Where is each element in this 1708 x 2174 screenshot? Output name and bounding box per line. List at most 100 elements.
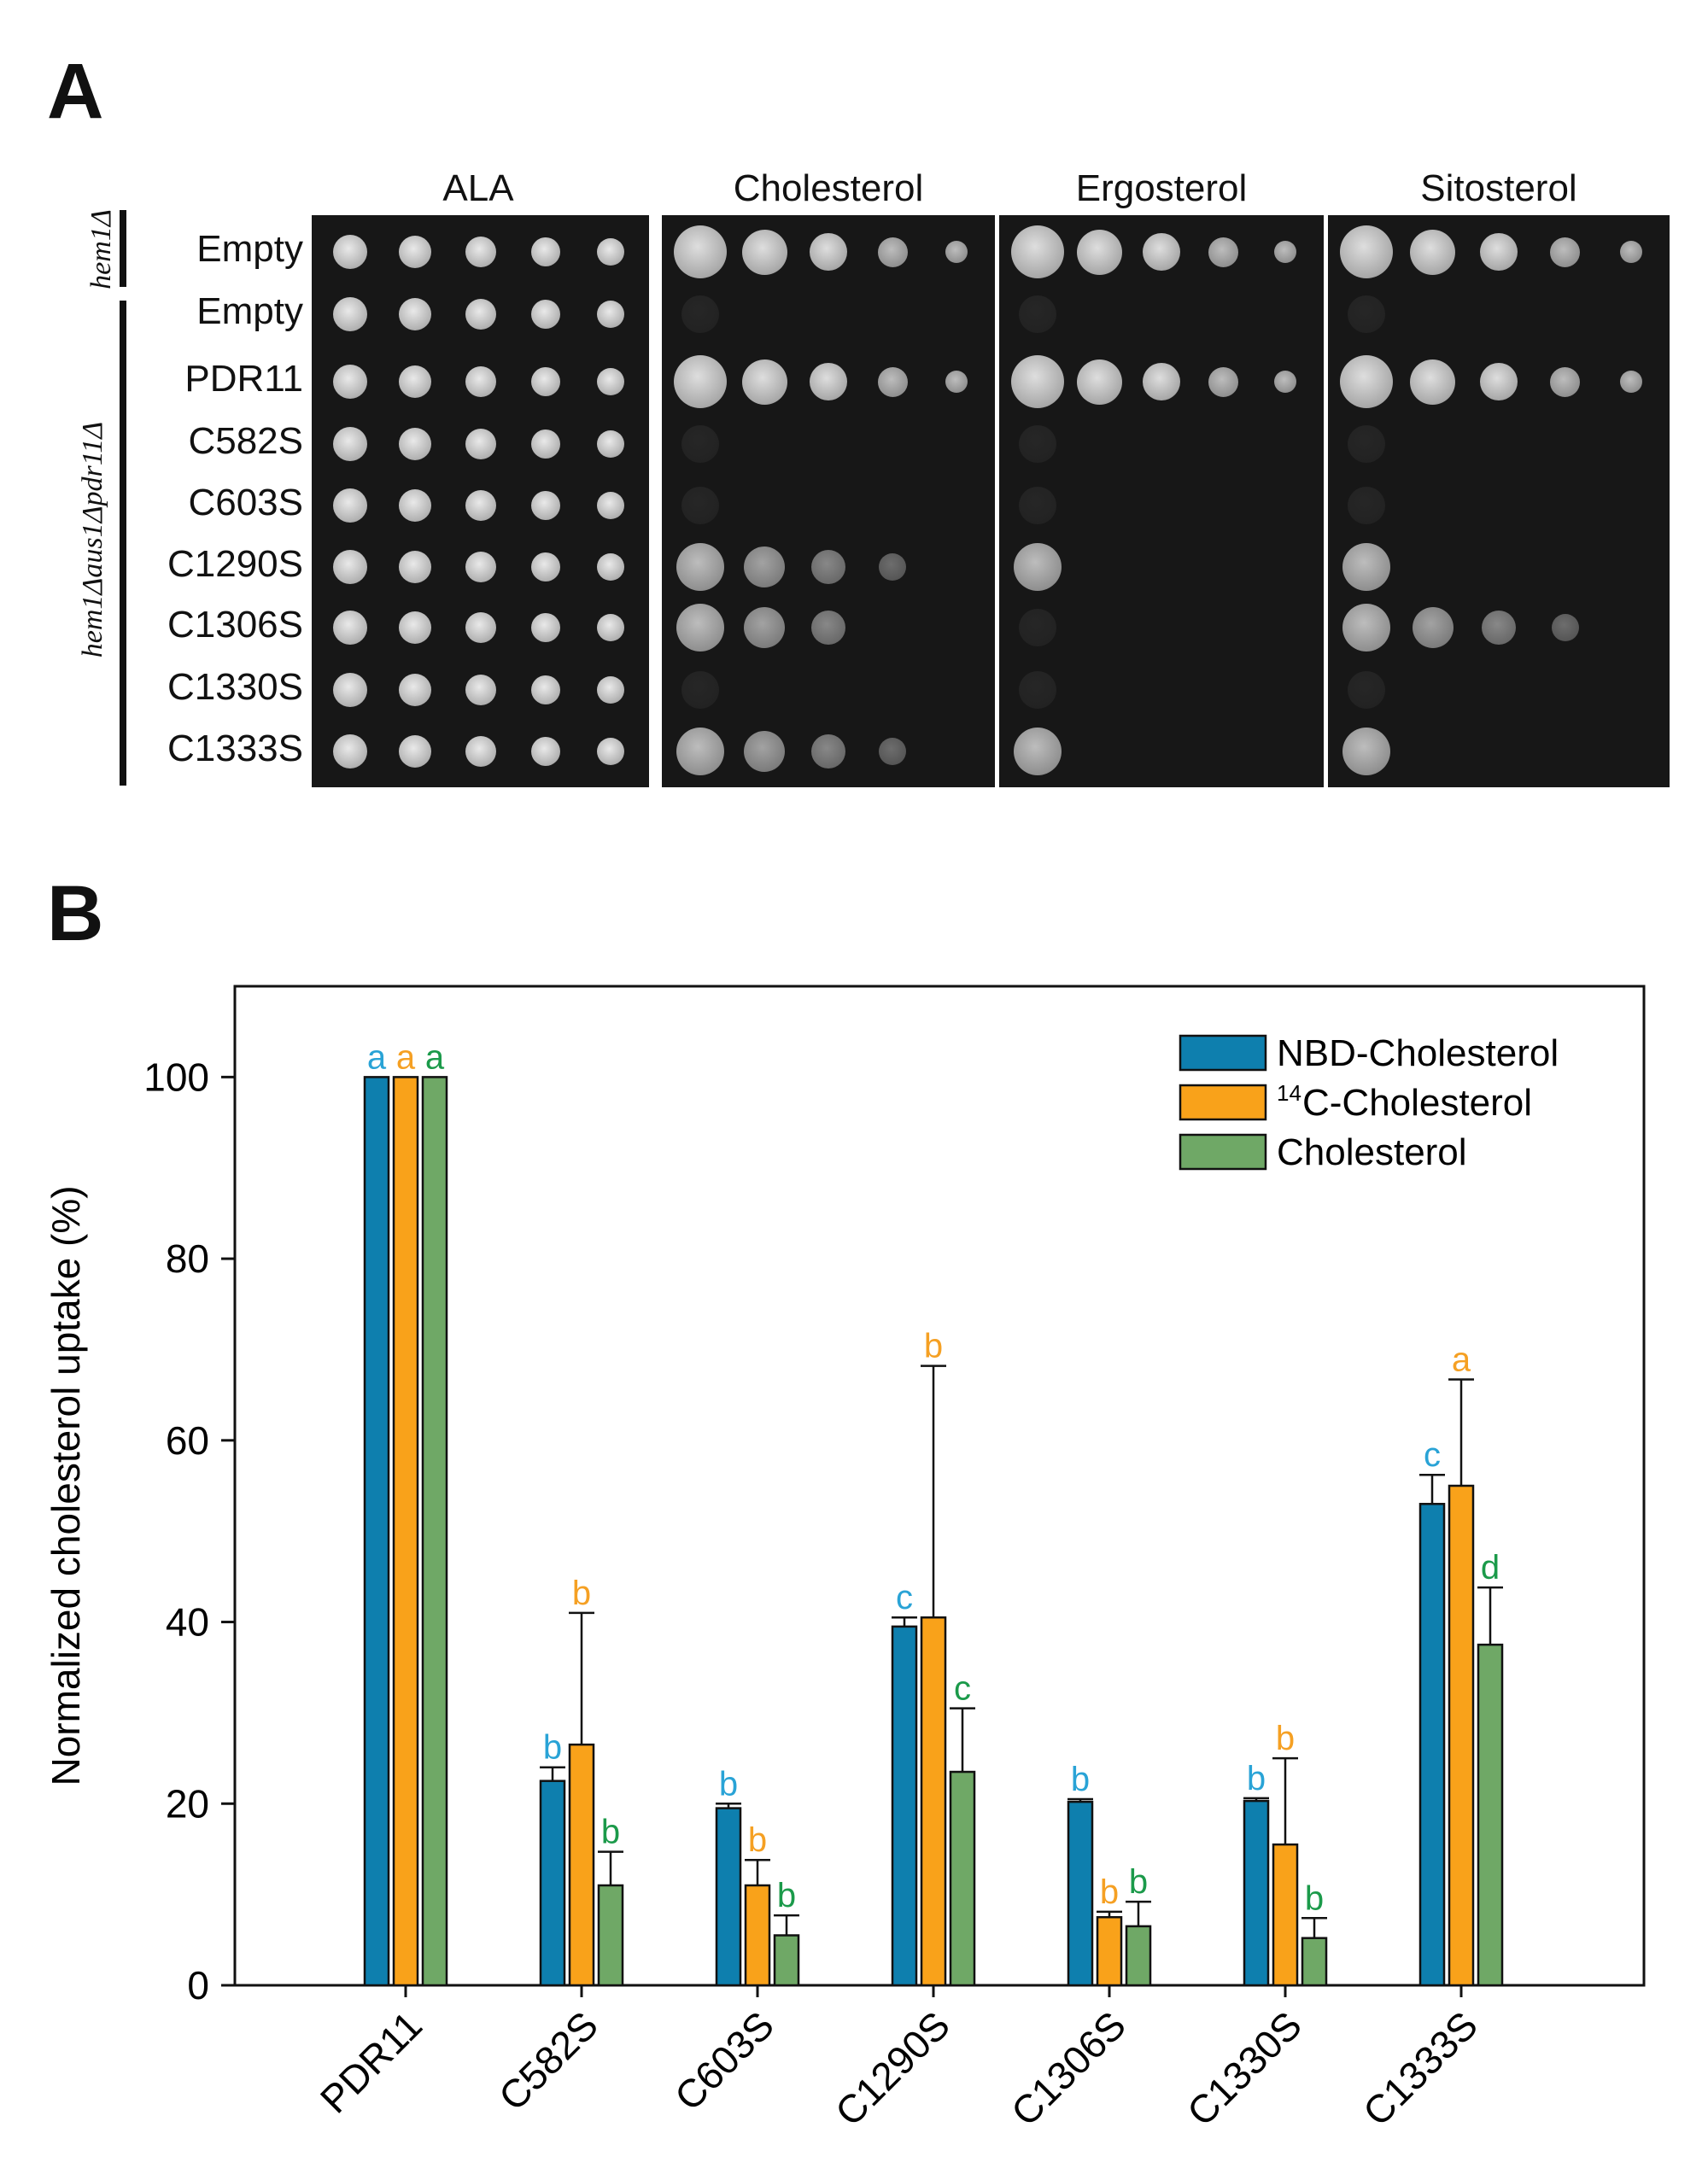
x-tick-label: C1290S [827, 2002, 958, 2134]
legend-label: Cholesterol [1277, 1131, 1467, 1173]
yeast-spot [744, 731, 785, 772]
yeast-spot [681, 487, 719, 524]
bar-nbd-cholesterol [1243, 1799, 1270, 1987]
yeast-spot [1143, 233, 1180, 271]
yeast-spot [676, 604, 724, 652]
yeast-spot [1410, 229, 1455, 275]
yeast-spot [1620, 241, 1642, 263]
yeast-spot [1348, 671, 1385, 709]
yeast-spot [465, 237, 496, 267]
strain-label: Empty [196, 290, 303, 332]
x-tick-label: C1306S [1003, 2002, 1134, 2134]
significance-letter: a [1452, 1341, 1471, 1379]
yeast-spot [530, 367, 560, 396]
bar-cholesterol [949, 1770, 976, 1987]
y-tick-label: 40 [166, 1600, 209, 1645]
yeast-spot [681, 295, 719, 333]
yeast-spot [1410, 359, 1455, 405]
yeast-spot [877, 366, 908, 397]
significance-letter: a [396, 1038, 416, 1076]
significance-letter: c [1424, 1436, 1441, 1474]
yeast-spot [811, 611, 845, 645]
y-axis-label: Normalized cholesterol uptake (%) [44, 1185, 88, 1785]
strain-label: Empty [196, 228, 303, 270]
yeast-spot [530, 237, 560, 266]
bar-nbd-cholesterol [891, 1625, 918, 1987]
yeast-spot [1348, 487, 1385, 524]
yeast-spot [1019, 487, 1056, 524]
legend-swatch [1179, 1133, 1267, 1171]
bar-nbd-cholesterol [1067, 1800, 1094, 1987]
bar-cholesterol [1301, 1937, 1328, 1987]
x-tick-label: C1333S [1354, 2002, 1486, 2134]
yeast-spot [744, 546, 785, 587]
plate-sitosterol [1328, 215, 1670, 787]
bar-14c-cholesterol [1272, 1843, 1299, 1987]
significance-letter: b [1247, 1760, 1266, 1797]
yeast-spot [1482, 611, 1516, 645]
yeast-spot [333, 611, 367, 645]
yeast-spot [1011, 225, 1064, 278]
yeast-spot [333, 297, 367, 331]
yeast-spot [741, 229, 787, 275]
yeast-spot [945, 371, 968, 393]
bar-nbd-cholesterol [1418, 1503, 1446, 1987]
significance-letter: b [748, 1821, 767, 1859]
bar-cholesterol [773, 1934, 800, 1987]
yeast-spot [1480, 233, 1518, 271]
yeast-spot [399, 298, 432, 330]
yeast-spot [333, 235, 367, 269]
uptake-bar-chart: 0 20 40 60 80 100 Normalized cholesterol uptak… [44, 985, 1646, 2135]
yeast-spot [1208, 237, 1238, 267]
legend-label: C-Cholesterol [1302, 1082, 1532, 1124]
yeast-spot [399, 236, 432, 268]
yeast-spot [1011, 355, 1064, 408]
y-tick-label: 0 [187, 1963, 209, 2007]
bar-14c-cholesterol [744, 1884, 771, 1987]
strain-label: PDR11 [184, 358, 303, 400]
significance-letter: b [777, 1877, 796, 1914]
significance-letter: b [601, 1814, 620, 1851]
yeast-spot [741, 359, 787, 405]
yeast-spot [1340, 355, 1393, 408]
yeast-spot [1208, 366, 1238, 397]
yeast-spot [681, 425, 719, 463]
significance-letter: a [425, 1038, 445, 1076]
significance-letter: b [1305, 1879, 1324, 1917]
yeast-spot [811, 550, 845, 584]
yeast-spot [676, 543, 724, 591]
strain-label: C1330S [167, 666, 303, 708]
bar-14c-cholesterol [920, 1616, 947, 1987]
yeast-spot [1340, 225, 1393, 278]
significance-letter: b [719, 1765, 738, 1803]
yeast-spot [674, 355, 727, 408]
yeast-spot [1551, 614, 1579, 641]
yeast-spot [1550, 237, 1580, 267]
bar-nbd-cholesterol [715, 1807, 742, 1987]
yeast-spot [465, 612, 496, 643]
yeast-spot [333, 427, 367, 461]
condition-label-sitosterol: Sitosterol [1420, 167, 1577, 209]
yeast-spot [597, 553, 624, 581]
yeast-spot [530, 613, 560, 642]
yeast-spot [399, 428, 432, 460]
x-tick-label: C582S [490, 2002, 606, 2118]
legend-label-superscript: 14 [1277, 1080, 1301, 1106]
genotype-bracket-bottom [120, 301, 126, 786]
yeast-spot [1342, 728, 1390, 775]
yeast-spot [1143, 363, 1180, 400]
yeast-spot [681, 671, 719, 709]
legend-swatch [1179, 1034, 1267, 1072]
yeast-spot [597, 492, 624, 519]
strain-label: C603S [188, 482, 303, 523]
bar-14c-cholesterol [1096, 1915, 1123, 1987]
yeast-spot [597, 430, 624, 458]
legend-swatch [1179, 1084, 1267, 1121]
yeast-spot [399, 365, 432, 398]
yeast-spot [597, 676, 624, 704]
plate-cholesterol [662, 215, 995, 787]
bar-nbd-cholesterol [363, 1076, 390, 1987]
yeast-spot [1019, 295, 1056, 333]
yeast-spot [530, 552, 560, 581]
significance-letter: c [896, 1579, 913, 1616]
